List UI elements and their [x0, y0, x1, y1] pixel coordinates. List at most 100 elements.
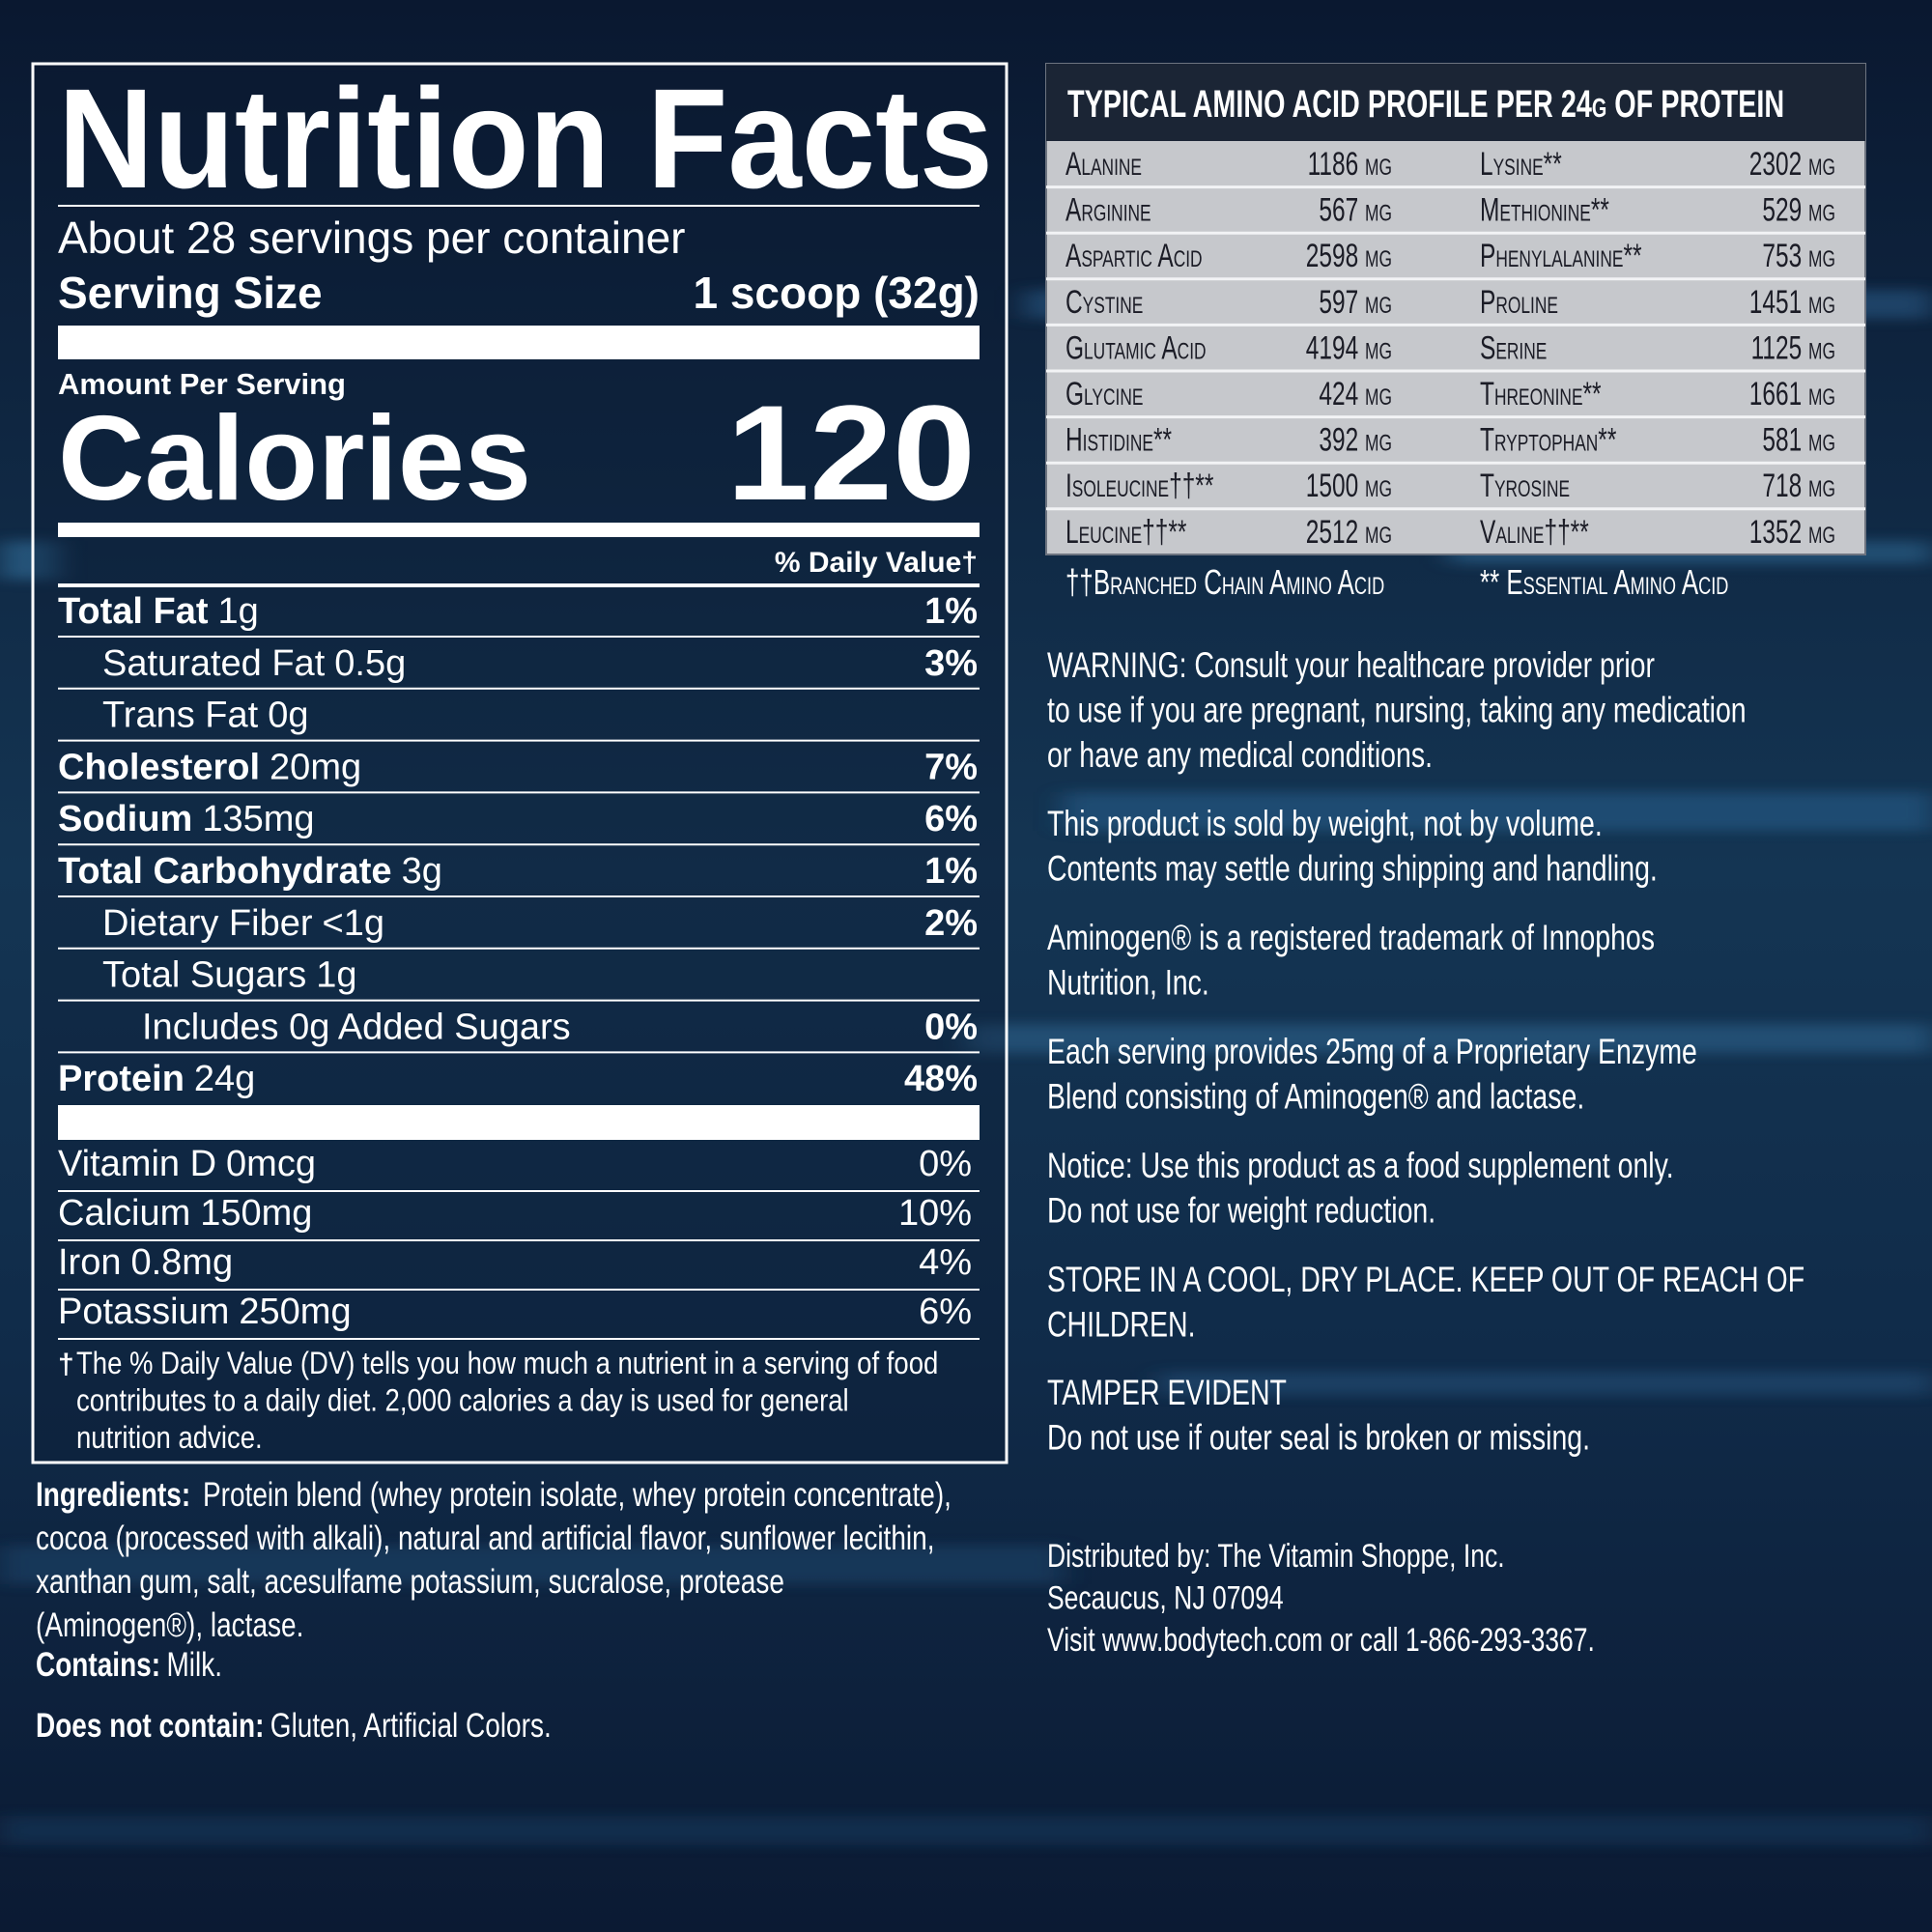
nutrient-name: Cholesterol	[58, 747, 260, 787]
nutrient-name: Total Fat	[58, 591, 209, 632]
nutrient-dv: 1%	[924, 591, 978, 632]
amino-name: Proline	[1480, 284, 1558, 321]
amino-header-band	[1046, 64, 1865, 141]
nutrient-amount: <1g	[323, 903, 384, 944]
nutrient-amount: 24g	[194, 1059, 255, 1099]
calories-label: Calories	[58, 392, 531, 526]
ingredients-text: xanthan gum, salt, acesulfame potassium,…	[36, 1562, 784, 1601]
nutrient-amount: 135mg	[202, 799, 314, 839]
ingredients-line: xanthan gum, salt, acesulfame potassium,…	[36, 1562, 784, 1601]
statement-value: Milk.	[166, 1645, 222, 1684]
amino-name: Valine††**	[1480, 514, 1589, 551]
nutrient-row: Saturated Fat 0.5g	[102, 643, 406, 684]
distributor-line: Distributed by: The Vitamin Shoppe, Inc.	[1047, 1538, 1505, 1575]
ingredients-text: (Aminogen®), lactase.	[36, 1605, 303, 1644]
amino-amount: 718 mg	[1762, 468, 1835, 504]
mineral-dv: 6%	[919, 1292, 972, 1332]
nutrient-row: Cholesterol 20mg	[58, 747, 361, 787]
nutrient-row: Total Sugars 1g	[102, 955, 357, 996]
nutrient-dv: 1%	[924, 851, 978, 892]
amino-amount: 1125 mg	[1751, 330, 1835, 367]
contains: Contains: Milk.	[36, 1645, 222, 1684]
amino-name: Cystine	[1065, 284, 1143, 321]
mineral-name: Calcium	[58, 1193, 190, 1234]
note-line: to use if you are pregnant, nursing, tak…	[1047, 690, 1747, 729]
background-streak	[1159, 1372, 1932, 1395]
statement-label: Does not contain:	[36, 1706, 264, 1745]
ingredients-line: (Aminogen®), lactase.	[36, 1605, 303, 1644]
amino-name: Glutamic Acid	[1065, 330, 1207, 367]
mineral-dv: 0%	[919, 1144, 972, 1184]
note-line: This product is sold by weight, not by v…	[1047, 803, 1603, 842]
statement-value: Gluten, Artificial Colors.	[270, 1706, 552, 1745]
nutrient-amount: 1g	[218, 591, 259, 632]
nutrient-dv: 48%	[904, 1059, 978, 1099]
nutrient-row: Total Fat 1g	[58, 591, 259, 632]
amino-name: Tryptophan**	[1480, 422, 1617, 459]
statement-label: Contains:	[36, 1645, 160, 1684]
mineral-amount: 0.8mg	[130, 1242, 233, 1283]
amino-amount: 567 mg	[1319, 192, 1392, 229]
nutrient-name: Total Sugars	[102, 955, 306, 996]
nutrient-name: Protein	[58, 1059, 185, 1099]
mineral-name: Vitamin D	[58, 1144, 216, 1184]
note-line: TAMPER EVIDENT	[1047, 1372, 1287, 1411]
calories-value: 120	[726, 377, 976, 528]
note-line: STORE IN A COOL, DRY PLACE. KEEP OUT OF …	[1047, 1259, 1804, 1298]
amino-amount: 529 mg	[1762, 192, 1835, 229]
serving-size-label: Serving Size	[58, 268, 323, 318]
mineral-amount: 0mcg	[226, 1144, 316, 1184]
note-line: Do not use for weight reduction.	[1047, 1190, 1435, 1230]
mineral-row: Vitamin D 0mcg	[58, 1144, 316, 1184]
amino-name: Leucine††**	[1065, 514, 1187, 551]
amino-name: Isoleucine††**	[1065, 468, 1214, 504]
mineral-row: Iron 0.8mg	[58, 1242, 233, 1283]
amino-name: Phenylalanine**	[1480, 238, 1642, 274]
amino-title: TYPICAL AMINO ACID PROFILE PER 24g OF PR…	[1067, 82, 1784, 126]
amino-footnote: ††Branched Chain Amino Acid	[1065, 563, 1384, 602]
amino-amount: 392 mg	[1319, 422, 1392, 459]
amino-amount: 4194 mg	[1306, 330, 1392, 367]
note-line: or have any medical conditions.	[1047, 734, 1433, 774]
amino-amount: 581 mg	[1762, 422, 1835, 459]
nutrient-dv: 6%	[924, 799, 978, 839]
nutrient-dv: 2%	[924, 903, 978, 944]
nutrient-name: Trans Fat	[102, 696, 259, 736]
mineral-dv: 4%	[919, 1242, 972, 1283]
distributor-line: Visit www.bodytech.com or call 1-866-293…	[1047, 1622, 1595, 1659]
mineral-row: Calcium 150mg	[58, 1193, 312, 1234]
mineral-row: Potassium 250mg	[58, 1292, 352, 1332]
mineral-name: Iron	[58, 1242, 121, 1283]
amino-name: Arginine	[1065, 192, 1151, 229]
amino-name: Aspartic Acid	[1065, 238, 1203, 274]
background-streak	[966, 1024, 1932, 1053]
amino-name: Histidine**	[1065, 422, 1172, 459]
amount-per-serving: Amount Per Serving	[58, 367, 346, 401]
background-streak	[0, 541, 58, 580]
thick-rule	[58, 326, 980, 359]
note-line: Aminogen® is a registered trademark of I…	[1047, 917, 1655, 956]
nutrient-amount: 0.5g	[334, 643, 406, 684]
medium-rule	[58, 523, 980, 537]
amino-name: Alanine	[1065, 146, 1142, 183]
mineral-dv: 10%	[898, 1193, 972, 1234]
servings: About 28 servings per container	[58, 213, 686, 263]
serving-size: 1 scoop (32g)	[693, 268, 980, 318]
panel-title: Nutrition Facts	[58, 60, 993, 218]
footnote-line: The % Daily Value (DV) tells you how muc…	[76, 1347, 938, 1380]
amino-amount: 597 mg	[1319, 284, 1392, 321]
amino-amount: 424 mg	[1319, 376, 1392, 412]
nutrient-amount: 1g	[316, 955, 356, 996]
note-line: CHILDREN.	[1047, 1304, 1196, 1344]
nutrient-row: Includes 0g Added Sugars	[142, 1007, 571, 1047]
does-not-contain: Does not contain: Gluten, Artificial Colo…	[36, 1706, 552, 1745]
mineral-name: Potassium	[58, 1292, 229, 1332]
nutrient-dv: 7%	[924, 747, 978, 787]
ingredients-line: Ingredients: Protein blend (whey protein …	[36, 1475, 952, 1514]
amino-amount: 1500 mg	[1306, 468, 1392, 504]
nutrient-row: Protein 24g	[58, 1059, 255, 1099]
mineral-amount: 150mg	[200, 1193, 312, 1234]
amino-name: Threonine**	[1480, 376, 1602, 412]
nutrient-name: Total Carbohydrate	[58, 851, 392, 892]
nutrient-row: Sodium 135mg	[58, 799, 315, 839]
